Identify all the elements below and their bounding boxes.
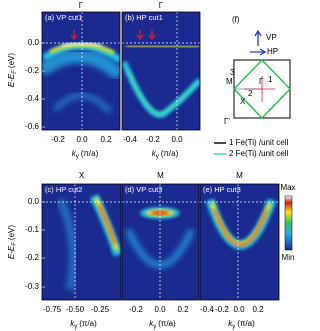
axis-label-sub: y <box>153 324 156 330</box>
axis-label-main: E-E <box>7 245 16 259</box>
axis-label-main: k <box>228 319 233 328</box>
x-tick-label: -0.4 <box>123 135 137 144</box>
brillouin-diagram: (f) VP HP M 3 Γ 1 X 2 Γ' 1 Fe(Ti) /unit … <box>214 15 291 158</box>
legend-entry: 1 Fe(Ti) /unit cell <box>229 138 288 147</box>
legend-entry: 2 Fe(Ti) /unit cell <box>229 149 288 158</box>
y-tick-label: -0.3 <box>25 282 39 291</box>
axis-label-sub: y <box>74 324 77 330</box>
axis-label-main: k <box>72 149 77 158</box>
cut-label: 1 <box>268 75 273 84</box>
colorbar-min: Min <box>282 253 295 262</box>
colorbar-max: Max <box>280 183 295 192</box>
x-tick-label: -0.4 <box>200 305 214 314</box>
x-tick-label: -0.2 <box>215 305 229 314</box>
y-tick-label: 0.0 <box>28 38 40 47</box>
axis-label: ky (π/a) <box>152 149 179 159</box>
intensity-map <box>200 184 279 300</box>
y-tick-label: 0.0 <box>28 197 40 206</box>
y-tick-label: -0.2 <box>25 253 39 262</box>
intensity-map <box>42 12 120 130</box>
colorbar <box>284 195 293 251</box>
hp-label: HP <box>267 47 278 56</box>
axis-label-unit: (eV) <box>7 225 16 240</box>
intensity-map <box>122 184 199 300</box>
panel-frame <box>199 183 280 301</box>
axis-label-unit: (π/a) <box>81 149 99 158</box>
x-tick-label: 0.2 <box>177 305 189 314</box>
axis-label-main: E-E <box>7 73 16 87</box>
axis-label-unit: (eV) <box>7 53 16 68</box>
panel-frame <box>41 183 122 301</box>
axis-label-unit: (π/a) <box>161 149 179 158</box>
y-tick-label: -0.1 <box>25 225 39 234</box>
x-tick-label: 0.2 <box>252 305 264 314</box>
axis-label-sub: F <box>12 242 18 246</box>
y-tick-label: -0.6 <box>25 122 39 131</box>
arrow <box>70 30 78 41</box>
axis-label: ky (π/a) <box>228 319 255 329</box>
symmetry-point: M <box>157 171 164 180</box>
point-label: Γ' <box>224 117 230 126</box>
figure: Max Min (f) VP HP M 3 Γ 1 X 2 Γ' 1 Fe(Ti… <box>7 1 295 329</box>
intensity-map <box>42 184 121 300</box>
axis-label-main: k <box>149 319 154 328</box>
panel-label: (b) HP cut1 <box>125 13 163 22</box>
x-tick-label: -0.75 <box>43 305 62 314</box>
axis-label: ky (π/a) <box>70 319 97 329</box>
y-tick-label: -0.4 <box>25 94 39 103</box>
axis-label-unit: (π/a) <box>158 319 176 328</box>
axis-label-unit: (π/a) <box>237 319 255 328</box>
axis-label: ky (π/a) <box>149 319 176 329</box>
axis-label-sub: y <box>232 324 235 330</box>
x-tick-label: 0.0 <box>154 305 166 314</box>
vp-label: VP <box>266 33 277 42</box>
axis-label-main: k <box>70 319 75 328</box>
axis-label: E-EF (eV) <box>7 225 17 259</box>
x-tick-label: -0.2 <box>129 305 143 314</box>
arrow <box>136 30 156 41</box>
diagram-label: (f) <box>232 15 240 24</box>
x-tick-label: -0.2 <box>146 135 160 144</box>
axis-label-sub: F <box>12 70 18 74</box>
point-label: M <box>226 77 233 86</box>
axis-label-sub: y <box>156 154 159 160</box>
point-label: X <box>240 97 246 106</box>
axis-label: ky (π/a) <box>72 149 99 159</box>
symmetry-point: Γ <box>79 1 84 10</box>
symmetry-point: X <box>79 171 85 180</box>
point-label: Γ <box>259 77 264 86</box>
intensity-map <box>122 12 200 130</box>
axis-label-main: k <box>152 149 157 158</box>
x-tick-label: 0.0 <box>233 305 245 314</box>
x-tick-label: 0.0 <box>171 135 183 144</box>
axis-label: E-EF (eV) <box>7 53 17 87</box>
symmetry-point: M <box>236 171 243 180</box>
panel-frame <box>121 183 200 301</box>
x-tick-label: 0.2 <box>100 135 112 144</box>
panel-label: (a) VP cut1 <box>45 13 82 22</box>
y-tick-label: -0.2 <box>25 66 39 75</box>
panel-frame <box>121 11 201 131</box>
x-tick-label: 0.0 <box>76 135 88 144</box>
panel-label: (d) VP cut3 <box>125 185 162 194</box>
axis-label-unit: (π/a) <box>79 319 97 328</box>
x-tick-label: -0.50 <box>66 305 85 314</box>
panel-label: (e) HP cut3 <box>203 185 241 194</box>
axis-label-sub: y <box>76 154 79 160</box>
cut-label: 3 <box>230 68 235 77</box>
x-tick-label: -0.2 <box>51 135 65 144</box>
symmetry-point: Γ <box>159 1 164 10</box>
x-tick-label: -0.25 <box>91 305 110 314</box>
cut-label: 2 <box>248 89 253 98</box>
panel-label: (c) HP cut2 <box>45 185 82 194</box>
